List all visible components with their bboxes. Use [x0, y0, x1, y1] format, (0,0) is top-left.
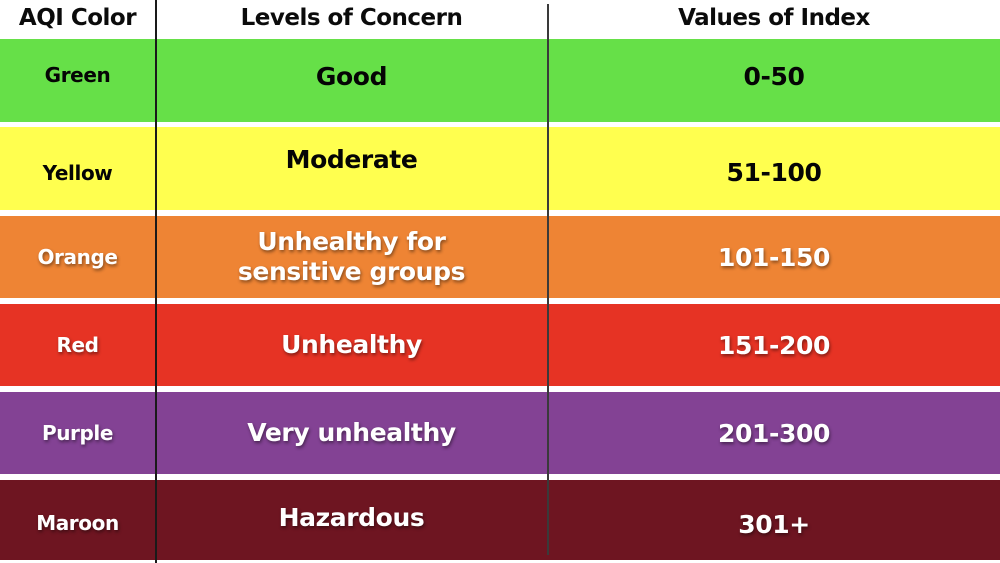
table-row-maroon: Maroon Hazardous 301+ [0, 480, 1000, 560]
table-row-yellow: Yellow Moderate 51-100 [0, 127, 1000, 210]
concern-cell: Moderate [285, 144, 418, 174]
table-row-green: Green Good 0-50 [0, 39, 1000, 122]
aqi-color-cell: Purple [41, 421, 114, 445]
concern-line-1: Unhealthy for [257, 227, 446, 256]
concern-cell: Good [315, 61, 388, 91]
aqi-color-cell: Yellow [42, 160, 113, 185]
header-levels-of-concern: Levels of Concern [240, 5, 463, 31]
aqi-color-cell: Orange [37, 245, 118, 269]
index-values-cell: 301+ [738, 509, 810, 539]
concern-cell: Hazardous [278, 503, 425, 532]
aqi-color-cell: Maroon [36, 511, 119, 535]
concern-cell: Unhealthy [281, 330, 422, 359]
index-values-cell: 0-50 [743, 62, 805, 91]
concern-line-2: sensitive groups [237, 257, 466, 286]
aqi-color-cell: Red [56, 333, 99, 357]
table-row-red: Red Unhealthy 151-200 [0, 304, 1000, 386]
header-aqi-color: AQI Color [18, 5, 137, 31]
table-row-orange: Orange Unhealthy for sensitive groups 10… [0, 216, 1000, 298]
concern-cell: Very unhealthy [247, 418, 456, 447]
table-row-purple: Purple Very unhealthy 201-300 [0, 392, 1000, 474]
table-header: AQI Color Levels of Concern Values of In… [0, 0, 1000, 38]
index-values-cell: 51-100 [726, 158, 822, 187]
index-values-cell: 151-200 [718, 330, 830, 360]
aqi-color-cell: Green [44, 62, 111, 87]
column-divider-2 [547, 4, 549, 555]
column-divider-1 [155, 0, 157, 563]
header-values-of-index: Values of Index [678, 5, 870, 31]
index-values-cell: 101-150 [718, 242, 830, 272]
index-values-cell: 201-300 [718, 418, 830, 448]
concern-cell: Unhealthy for sensitive groups [156, 216, 547, 298]
